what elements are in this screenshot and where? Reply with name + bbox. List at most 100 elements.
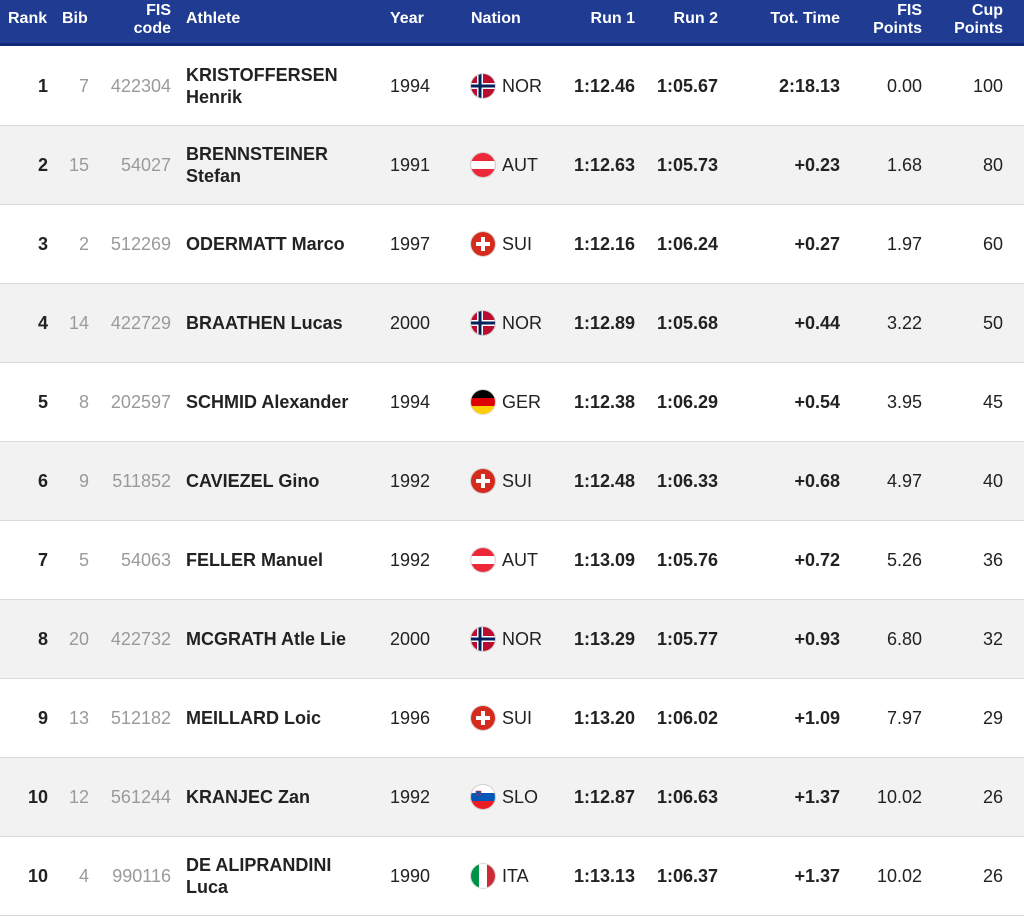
table-row[interactable]: 2 15 54027 BRENNSTEINER Stefan 1991 AUT 1:12.63… — [0, 126, 1024, 205]
athlete-link[interactable]: DE ALIPRANDINI Luca — [186, 854, 331, 898]
fis-points-cell: 3.22 — [886, 313, 922, 333]
header-run2[interactable]: Run 2 — [673, 10, 718, 27]
header-fis-points[interactable]: FIS Points — [873, 2, 922, 38]
total-time-cell: +1.37 — [794, 787, 840, 807]
athlete-link[interactable]: BRAATHEN Lucas — [186, 312, 343, 334]
header-year[interactable]: Year — [390, 10, 424, 27]
fis-code-cell: 561244 — [110, 787, 171, 807]
nation-code: NOR — [502, 75, 542, 96]
nation-code: SUI — [502, 234, 533, 254]
total-time-cell: +0.72 — [794, 550, 840, 570]
fis-points-cell: 0.00 — [886, 75, 922, 96]
nation-cell: SLO — [471, 785, 538, 809]
fis-code-cell: 54063 — [120, 550, 171, 570]
athlete-link[interactable]: KRANJEC Zan — [186, 786, 310, 808]
fis-code-cell: 511852 — [112, 471, 171, 491]
sui-flag-icon — [471, 232, 495, 256]
nation-code: NOR — [502, 629, 542, 649]
athlete-link[interactable]: BRENNSTEINER Stefan — [186, 143, 328, 187]
bib-cell: 8 — [78, 392, 89, 412]
fis-points-cell: 3.95 — [886, 392, 922, 412]
total-time-cell: +0.23 — [794, 155, 840, 175]
rank-cell: 2 — [37, 155, 48, 175]
table-row[interactable]: 10 12 561244 KRANJEC Zan 1992 SLO 1:12.87 1:06.… — [0, 758, 1024, 837]
run1-cell: 1:13.20 — [573, 708, 635, 728]
run1-cell: 1:12.63 — [573, 155, 635, 175]
nation-code: SUI — [502, 471, 533, 491]
fis-code-cell: 422729 — [110, 313, 171, 333]
rank-cell: 4 — [37, 313, 48, 333]
table-header: Rank Bib FIS code Athlete Year Nation Ru… — [0, 0, 1024, 46]
table-row[interactable]: 10 4 990116 DE ALIPRANDINI Luca 1990 ITA 1:13.1… — [0, 837, 1024, 916]
header-fis-code[interactable]: FIS code — [134, 2, 171, 38]
bib-cell: 5 — [78, 550, 89, 570]
nation-cell: SUI — [471, 232, 532, 256]
athlete-link[interactable]: CAVIEZEL Gino — [186, 470, 319, 492]
table-row[interactable]: 7 5 54063 FELLER Manuel 1992 AUT 1:13.09 1:05.7… — [0, 521, 1024, 600]
table-row[interactable]: 5 8 202597 SCHMID Alexander 1994 GER 1:12.38 1:… — [0, 363, 1024, 442]
birth-year-cell: 2000 — [390, 629, 431, 649]
table-row[interactable]: 4 14 422729 BRAATHEN Lucas 2000 NOR 1:12.89 1:0… — [0, 284, 1024, 363]
rank-cell: 7 — [37, 550, 48, 570]
sui-flag-icon — [471, 706, 495, 730]
athlete-firstname: Luca — [186, 877, 229, 897]
ger-flag-icon — [471, 390, 495, 414]
header-fis-points-line1: FIS — [897, 2, 922, 19]
bib-cell: 15 — [68, 155, 89, 175]
run1-cell: 1:12.87 — [573, 787, 635, 807]
rank-cell: 5 — [37, 392, 48, 412]
birth-year-cell: 1992 — [390, 471, 431, 491]
birth-year-cell: 1992 — [390, 550, 431, 570]
athlete-surname: ODERMATT Marco — [186, 234, 345, 254]
athlete-link[interactable]: FELLER Manuel — [186, 549, 323, 571]
header-run1[interactable]: Run 1 — [590, 10, 635, 27]
athlete-link[interactable]: MEILLARD Loic — [186, 707, 321, 729]
nor-flag-icon — [471, 311, 495, 335]
aut-flag-icon — [471, 153, 495, 177]
bib-cell: 4 — [78, 866, 89, 886]
cup-points-cell: 32 — [982, 629, 1003, 649]
athlete-link[interactable]: ODERMATT Marco — [186, 233, 345, 255]
fis-points-cell: 4.97 — [886, 471, 922, 491]
header-athlete[interactable]: Athlete — [186, 10, 241, 27]
run2-cell: 1:05.77 — [656, 629, 718, 649]
total-time-cell: +0.27 — [794, 234, 840, 254]
athlete-link[interactable]: SCHMID Alexander — [186, 391, 348, 413]
nor-flag-icon — [471, 73, 495, 98]
total-time-cell: 2:18.13 — [778, 75, 840, 96]
fis-code-cell: 54027 — [120, 155, 171, 175]
header-nation[interactable]: Nation — [471, 10, 521, 27]
table-row[interactable]: 9 13 512182 MEILLARD Loic 1996 SUI 1:13.20 1:06… — [0, 679, 1024, 758]
birth-year-cell: 1992 — [390, 787, 431, 807]
run1-cell: 1:12.38 — [573, 392, 635, 412]
header-cup-points[interactable]: Cup Points — [954, 2, 1003, 38]
nation-cell: AUT — [471, 153, 538, 177]
sui-flag-icon — [471, 469, 495, 493]
table-row[interactable]: 3 2 512269 ODERMATT Marco 1997 SUI 1:12.16 1:06… — [0, 205, 1024, 284]
cup-points-cell: 36 — [982, 550, 1003, 570]
rank-cell: 1 — [37, 75, 48, 96]
table-row[interactable]: 6 9 511852 CAVIEZEL Gino 1992 SUI 1:12.48 1:06.… — [0, 442, 1024, 521]
cup-points-cell: 50 — [982, 313, 1003, 333]
cup-points-cell: 80 — [982, 155, 1003, 175]
total-time-cell: +0.68 — [794, 471, 840, 491]
total-time-cell: +0.44 — [794, 313, 840, 333]
cup-points-cell: 60 — [982, 234, 1003, 254]
athlete-link[interactable]: MCGRATH Atle Lie — [186, 628, 346, 650]
nation-cell: GER — [471, 390, 541, 414]
athlete-firstname: Henrik — [186, 86, 243, 107]
header-total-time[interactable]: Tot. Time — [770, 10, 840, 27]
rank-cell: 3 — [37, 234, 48, 254]
nation-cell: NOR — [471, 73, 542, 98]
run1-cell: 1:12.46 — [573, 75, 635, 96]
run2-cell: 1:05.76 — [656, 550, 718, 570]
rank-cell: 6 — [37, 471, 48, 491]
header-bib[interactable]: Bib — [62, 10, 88, 27]
table-row[interactable]: 1 7 422304 KRISTOFFERSEN Henrik 1994 NOR 1:12.4… — [0, 46, 1024, 126]
total-time-cell: +1.37 — [794, 866, 840, 886]
header-rank[interactable]: Rank — [8, 10, 48, 27]
table-row[interactable]: 8 20 422732 MCGRATH Atle Lie 2000 NOR 1:13.29 1… — [0, 600, 1024, 679]
run2-cell: 1:06.33 — [656, 471, 718, 491]
athlete-link[interactable]: KRISTOFFERSEN Henrik — [186, 64, 338, 108]
